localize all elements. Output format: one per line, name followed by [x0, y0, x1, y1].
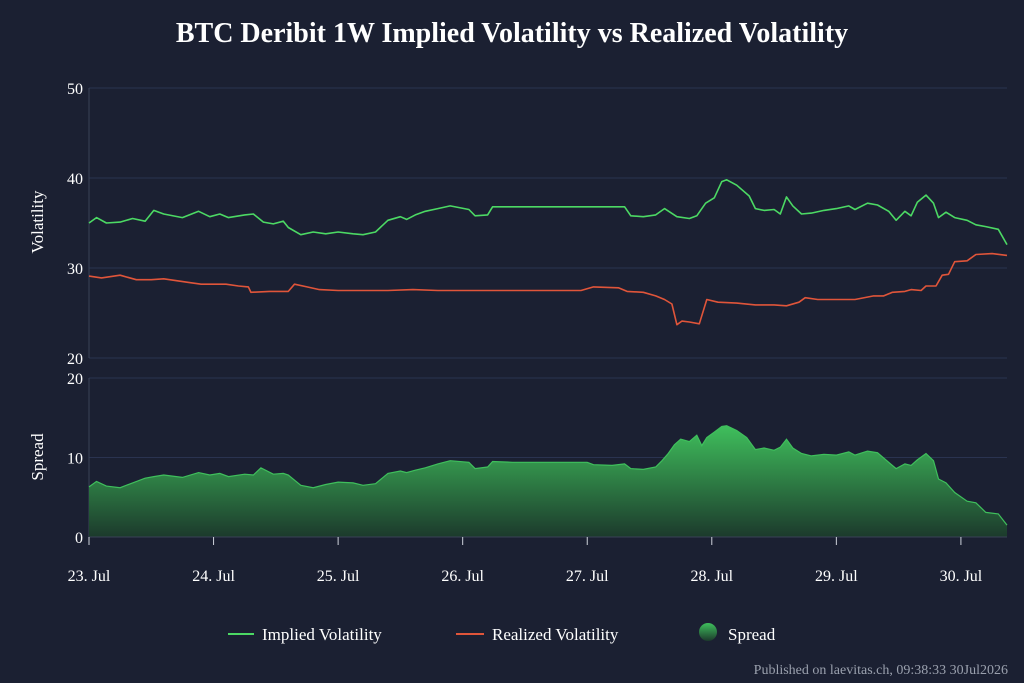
chart-title: BTC Deribit 1W Implied Volatility vs Rea… — [176, 18, 848, 49]
x-tick-label: 26. Jul — [441, 568, 484, 585]
x-axis-ticks: 23. Jul 24. Jul 25. Jul 26. Jul 27. Jul 28. J… — [68, 536, 1007, 585]
x-tick-label: 28. Jul — [690, 568, 733, 585]
x-tick-label: 23. Jul — [68, 568, 111, 585]
volatility-axis-title: Volatility — [28, 190, 47, 253]
spread-axis-title: Spread — [28, 433, 47, 481]
volatility-y-tick-label: 30 — [67, 261, 83, 278]
volatility-y-tick-label: 20 — [67, 351, 83, 368]
x-tick-label: 27. Jul — [566, 568, 609, 585]
legend-implied-label: Implied Volatility — [262, 625, 382, 644]
x-tick-label: 25. Jul — [317, 568, 360, 585]
legend-item-realized-volatility[interactable]: Realized Volatility — [456, 625, 619, 644]
legend-item-implied-volatility[interactable]: Implied Volatility — [228, 625, 382, 644]
legend-item-spread[interactable]: Spread — [699, 623, 776, 644]
spread-area — [89, 425, 1007, 537]
spread-line — [88, 425, 1008, 526]
legend: Implied Volatility Realized Volatility S… — [228, 623, 776, 644]
volatility-y-tick-label: 40 — [67, 171, 83, 188]
series-layer — [88, 179, 1008, 537]
spread-y-tick-label: 10 — [67, 451, 83, 468]
implied-volatility-line — [88, 179, 1008, 245]
spread-y-tick-label: 20 — [67, 371, 83, 388]
legend-spread-symbol — [699, 623, 717, 641]
volatility-y-tick-label: 50 — [67, 81, 83, 98]
axis-layer: 20 30 40 50 0 10 20 — [67, 81, 90, 547]
x-tick-label: 24. Jul — [192, 568, 235, 585]
realized-volatility-line — [88, 252, 1008, 326]
x-tick-label: 29. Jul — [815, 568, 858, 585]
credit-text: Published on laevitas.ch, 09:38:33 30Jul… — [754, 663, 1008, 678]
legend-spread-label: Spread — [728, 625, 776, 644]
x-tick-label: 30. Jul — [940, 568, 983, 585]
spread-y-tick-label: 0 — [75, 530, 83, 547]
legend-realized-label: Realized Volatility — [492, 625, 619, 644]
